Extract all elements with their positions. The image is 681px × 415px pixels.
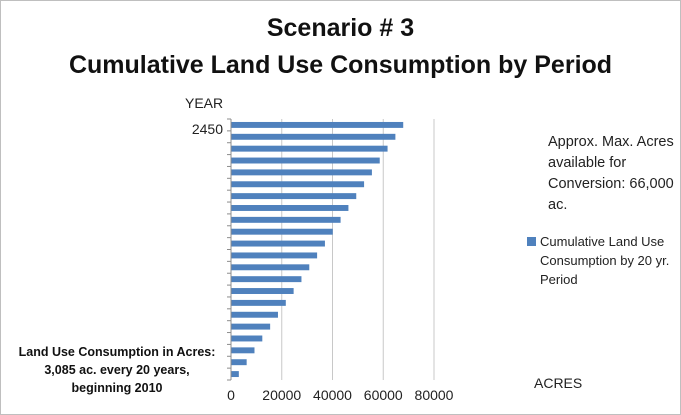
bar <box>231 228 333 235</box>
y-axis-title: YEAR <box>185 95 224 111</box>
x-axis-title: ACRES <box>534 375 583 391</box>
note-line: 3,085 ac. every 20 years, <box>44 363 190 377</box>
x-tick-label: 60000 <box>364 387 403 403</box>
chart-title: Scenario # 3 <box>266 14 415 42</box>
bar <box>231 216 341 223</box>
bar <box>231 323 271 330</box>
bar <box>231 299 286 306</box>
legend-swatch <box>527 237 536 246</box>
bars <box>231 121 404 378</box>
bar <box>231 121 404 128</box>
bar <box>231 157 380 164</box>
consumption-note: Land Use Consumption in Acres: 3,085 ac.… <box>5 343 229 397</box>
bar <box>231 169 372 176</box>
note-line: beginning 2010 <box>71 381 163 395</box>
bar <box>231 335 263 342</box>
bar <box>231 359 247 366</box>
bar <box>231 133 396 140</box>
x-tick-label: 0 <box>227 387 235 403</box>
axes: 0 20000 40000 60000 80000 2450 <box>192 118 454 403</box>
bar <box>231 181 365 188</box>
bar <box>231 240 325 247</box>
bar <box>231 145 388 152</box>
bar <box>231 276 302 283</box>
bar <box>231 193 357 200</box>
x-tick-label: 40000 <box>313 387 352 403</box>
note-line: Land Use Consumption in Acres: <box>18 345 216 359</box>
max-acres-annotation: Approx. Max. Acres available for Convers… <box>548 134 674 213</box>
bar <box>231 288 294 294</box>
bar <box>231 205 349 211</box>
y-tick-label: 2450 <box>192 121 223 137</box>
bar <box>231 347 255 354</box>
bar <box>231 252 318 259</box>
legend-label: Cumulative Land Use Consumption by 20 yr… <box>540 234 670 287</box>
x-tick-label: 20000 <box>262 387 301 403</box>
bar <box>231 311 278 318</box>
x-tick-label: 80000 <box>415 387 454 403</box>
bar <box>231 264 310 271</box>
bar <box>231 371 239 378</box>
chart-subtitle: Cumulative Land Use Consumption by Perio… <box>68 51 613 79</box>
